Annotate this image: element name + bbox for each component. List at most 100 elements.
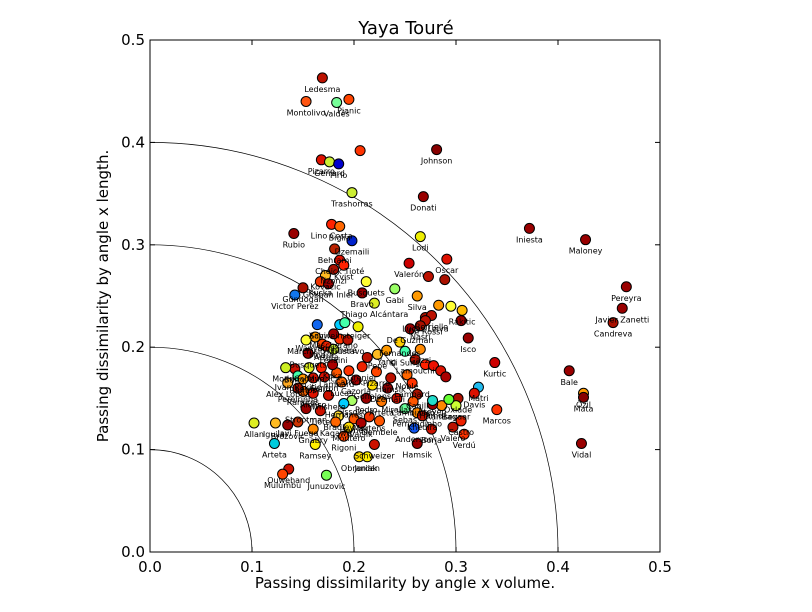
plot-frame [149,39,661,553]
reference-arc [150,346,355,552]
data-point [307,372,319,384]
data-point [338,398,350,410]
data-point [361,351,373,363]
point-label: Strootman [285,416,327,425]
data-point [328,328,340,340]
point-label: Gabi [386,296,404,305]
point-label: Busquets [290,360,327,369]
point-label: Barry [284,376,306,385]
data-point [352,321,364,333]
point-label: Sebas [393,416,417,425]
point-label: Rigoni [331,443,356,452]
reference-arc [150,142,559,552]
point-label: Mirallas [381,405,412,414]
point-label: Noble [395,382,418,391]
data-point [403,257,415,269]
point-label: Bale [560,378,578,387]
point-label: Javi Fuego [276,429,318,438]
data-point [455,415,467,427]
point-label: Cabaye [294,375,324,384]
data-point [300,403,312,415]
x-tick-label: 0.1 [240,558,264,576]
data-point [330,416,342,428]
data-point [289,289,301,301]
point-label: Schweizer [354,451,395,460]
data-point [414,320,426,332]
data-point [447,421,459,433]
data-point [300,334,312,346]
point-label: Ramires [287,398,320,407]
point-label: Kvist [334,272,354,281]
point-label: Lampard [394,390,429,399]
data-point [307,423,319,435]
point-label: Thiago Alcántara [339,310,408,319]
data-point [607,317,619,329]
x-tick-label: 0.2 [342,558,366,576]
chart-title: Yaya Touré [357,18,453,39]
data-point [417,191,429,203]
point-label: Pjanic [337,106,361,115]
x-tick-label: 0.0 [138,558,162,576]
point-label: Wilshere [311,402,345,411]
data-point [343,93,355,105]
data-point [350,374,362,386]
point-label: Rubio [283,241,306,250]
data-point [354,145,366,157]
y-tick-label: 0.3 [121,236,145,254]
data-point [458,428,470,440]
point-label: Cazorla [341,387,371,396]
data-point [427,394,439,406]
data-point [489,357,501,369]
point-label: Verdú [453,441,476,450]
reference-arc [150,449,253,552]
data-point [431,144,443,156]
data-point [381,344,393,356]
data-point [311,319,323,331]
data-point [282,419,294,431]
data-point [456,304,468,316]
point-label: Iniesta [516,235,543,244]
data-point [389,283,401,295]
point-label: Behrami [318,256,352,265]
data-point [307,387,319,399]
data-point [391,392,403,404]
point-label: Matri [468,394,488,403]
data-point [491,404,503,416]
data-point [248,417,260,429]
point-label: Xavi [309,332,326,341]
data-point [422,271,434,283]
point-label: Busquets [348,289,385,298]
data-point [343,421,355,433]
data-point [288,228,300,240]
point-label: Özil [576,399,591,409]
point-label: Pirlo [330,171,347,180]
data-point [366,379,378,391]
data-point [407,395,419,407]
point-label: Mata [574,404,594,413]
data-point [455,315,467,327]
data-point [416,410,428,422]
data-point [327,359,339,371]
point-label: Hemed [340,426,369,435]
data-point [339,317,351,329]
data-point [414,231,426,243]
point-label: Fellaini [320,356,348,365]
data-point [323,278,334,290]
point-label: Nasri [410,333,431,342]
point-label: Hernanes [325,411,363,420]
point-label: Ramsey [299,451,331,460]
point-label: Modric [272,375,299,384]
point-label: Nzonzi [320,276,347,285]
data-point [406,377,418,389]
data-point [361,451,373,463]
data-point [328,263,340,275]
data-point [408,422,420,434]
point-label: Pedro [355,405,378,414]
point-label: Schweinsteiger [309,332,371,341]
point-label: Kucka [308,289,332,298]
point-label: Mudric [308,375,335,384]
data-point [360,276,372,288]
point-label: Donati [410,204,436,213]
reference-arcs [150,142,559,552]
